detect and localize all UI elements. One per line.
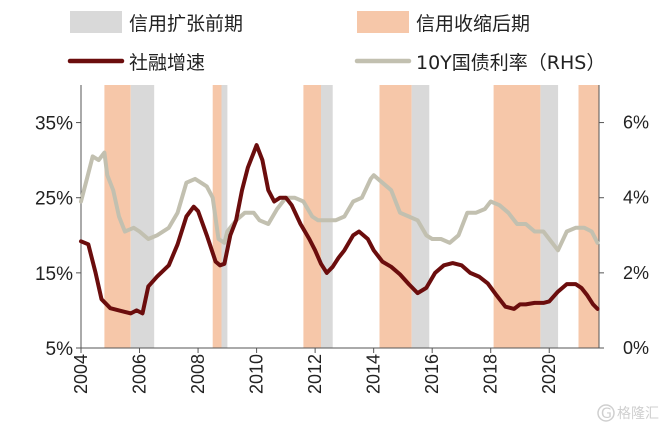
right-tick-label: 0% (623, 338, 649, 358)
legend-item-expansion-early: 信用扩张前期 (70, 11, 243, 35)
band-7 (411, 85, 430, 348)
x-tick-label: 2010 (247, 354, 267, 394)
x-tick-label: 2012 (305, 354, 325, 394)
band-1 (130, 85, 155, 348)
ticks-layer: 5% 15% 25% 35% 0% 2% 4% 6% 2004 2006 2008 2010 2012 2… (35, 113, 649, 394)
watermark: G 格隆汇 (597, 404, 659, 422)
legend: 信用扩张前期 信用收缩后期 社融增速 10Y国债利率（RHS） (67, 11, 605, 74)
legend-item-social-financing: 社融增速 (67, 52, 205, 74)
series-line-social-financing (79, 143, 600, 316)
legend-item-10y-yield: 10Y国债利率（RHS） (354, 52, 605, 74)
series-line-10y-yield (79, 150, 600, 253)
right-tick-label: 2% (623, 263, 649, 283)
legend-swatch-contraction-late (357, 11, 409, 33)
right-tick-label: 6% (623, 113, 649, 133)
x-tick-label: 2020 (539, 354, 559, 394)
axes-layer (80, 85, 600, 349)
x-tick-label: 2014 (364, 354, 384, 394)
band-9 (540, 85, 559, 348)
x-tick-label: 2008 (188, 354, 208, 394)
legend-item-contraction-late: 信用收缩后期 (357, 11, 530, 35)
left-tick-label: 5% (46, 339, 74, 360)
legend-label-expansion-early: 信用扩张前期 (129, 13, 243, 35)
left-tick-label: 15% (35, 264, 73, 285)
band-5 (321, 85, 333, 348)
legend-swatch-expansion-early (70, 11, 122, 33)
x-tick-label: 2006 (130, 354, 150, 394)
bands-layer (104, 85, 599, 348)
band-10 (578, 85, 599, 348)
x-tick-label: 2016 (422, 354, 442, 394)
band-3 (221, 85, 228, 348)
left-tick-label: 35% (35, 114, 73, 135)
left-tick-label: 25% (35, 189, 73, 210)
legend-label-social-financing: 社融增速 (129, 52, 205, 74)
legend-label-contraction-late: 信用收缩后期 (416, 13, 530, 35)
lines-layer (79, 143, 600, 316)
legend-label-10y-yield: 10Y国债利率（RHS） (416, 52, 605, 74)
watermark-logo-icon (597, 404, 615, 422)
x-tick-label: 2004 (71, 354, 91, 394)
watermark-text: 格隆汇 (617, 406, 659, 422)
watermark-logo-letter: G (601, 406, 612, 422)
x-tick-label: 2018 (481, 354, 501, 394)
right-tick-label: 4% (623, 188, 649, 208)
